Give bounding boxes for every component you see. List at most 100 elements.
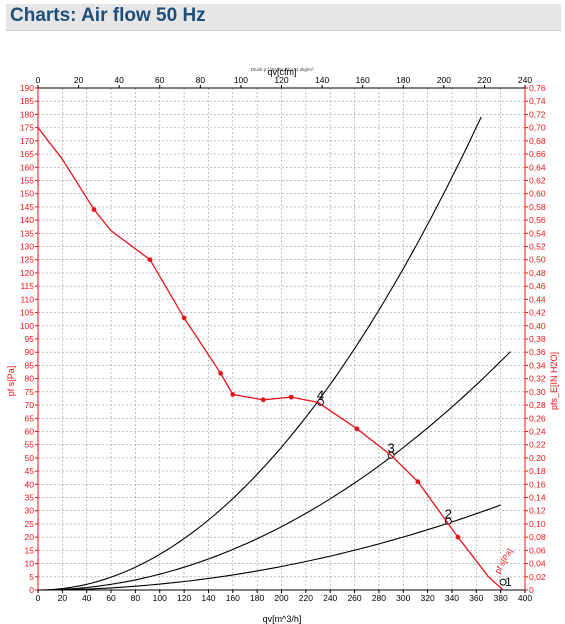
y-right-tick-label: 0,74 (529, 96, 546, 106)
x-top-tick-label: 40 (114, 75, 124, 85)
x-top-tick-label: 60 (155, 75, 165, 85)
y-left-tick-label: 65 (25, 413, 35, 423)
y-right-tick-label: 0,44 (529, 294, 546, 304)
y-left-tick-label: 145 (20, 202, 34, 212)
y-right-tick-label: 0,16 (529, 479, 546, 489)
y-right-tick-label: 0,56 (529, 215, 546, 225)
y-right-tick-label: 0 (529, 585, 534, 595)
plot-area: 0 20 40 60 80 100 120 140 160 180 200 220 240 260 280 3… (20, 75, 546, 603)
air-flow-chart: Druck p f.(Pa)für Rho=1,2kg/m³ qv[cfm] q… (6, 67, 559, 624)
y-right-tick-label: 0,04 (529, 559, 546, 569)
y-right-tick-label: 0,32 (529, 374, 546, 384)
y-right-tick-label: 0,64 (529, 162, 546, 172)
x-top-tick-label: 0 (36, 75, 41, 85)
x-top-tick-label: 240 (518, 75, 532, 85)
fan-curve-marker (91, 207, 97, 212)
y-left-tick-label: 0 (29, 585, 34, 595)
y-right-tick-label: 0,48 (529, 268, 546, 278)
y-left-tick-label: 85 (25, 360, 35, 370)
x-bottom-tick-label: 300 (396, 593, 410, 603)
y-right-tick-label: 0,38 (529, 334, 546, 344)
fan-curve-marker (260, 397, 266, 403)
x-bottom-tick-label: 220 (299, 593, 313, 603)
y-left-tick-label: 160 (20, 162, 34, 172)
x-bottom-label: qv[m^3/h] (263, 614, 302, 624)
x-bottom-tick-label: 160 (226, 593, 240, 603)
fan-curve-marker (181, 315, 187, 321)
y-right-tick-label: 0,46 (529, 281, 546, 291)
y-left-tick-label: 100 (20, 321, 34, 331)
y-left-tick-label: 130 (20, 242, 34, 252)
y-left-tick-label: 95 (25, 334, 35, 344)
y-right-tick-label: 0,30 (529, 387, 546, 397)
x-bottom-tick-label: 400 (518, 593, 532, 603)
y-left-tick-label: 55 (25, 440, 35, 450)
x-bottom-tick-label: 60 (106, 593, 116, 603)
system-curve-3 (38, 351, 511, 591)
system-curve-label-2: 2 (445, 506, 452, 521)
y-right-tick-label: 0,28 (529, 400, 546, 410)
y-right-tick-label: 0,12 (529, 506, 546, 516)
x-bottom-tick-label: 340 (445, 593, 459, 603)
x-bottom-tick-label: 100 (153, 593, 167, 603)
y-right-label: pfs_E[IN H2O] (549, 352, 559, 410)
y-right-tick-label: 0,02 (529, 572, 546, 582)
y-left-tick-label: 125 (20, 255, 34, 265)
y-right-tick-label: 0,22 (529, 440, 546, 450)
system-curve-4 (37, 116, 482, 591)
x-bottom-tick-label: 260 (347, 593, 361, 603)
x-bottom-tick-label: 180 (250, 593, 264, 603)
x-top-tick-label: 140 (315, 75, 329, 85)
y-right-tick-label: 0,60 (529, 189, 546, 199)
chart-note: Druck p f.(Pa)für Rho=1,2kg/m³ (251, 67, 314, 72)
page-title: Charts: Air flow 50 Hz (10, 5, 206, 26)
y-right-tick-label: 0,36 (529, 347, 546, 357)
fan-curve-marker (415, 479, 421, 485)
x-top-label: qv[cfm] (267, 67, 296, 77)
fan-curve-end-label: pf s[Pa] (493, 547, 514, 575)
y-left-tick-label: 75 (25, 387, 35, 397)
fan-curve-marker (354, 426, 360, 432)
y-right-tick-label: 0,40 (529, 321, 546, 331)
x-top-tick-label: 180 (396, 75, 410, 85)
y-right-tick-label: 0,54 (529, 228, 546, 238)
y-right-tick-label: 0,66 (529, 149, 546, 159)
y-right-tick-label: 0,20 (529, 453, 546, 463)
x-bottom-tick-label: 80 (131, 593, 141, 603)
x-bottom-tick-label: 280 (372, 593, 386, 603)
y-left-tick-label: 80 (25, 374, 35, 384)
x-bottom-tick-label: 380 (494, 593, 508, 603)
y-left-tick-label: 135 (20, 228, 34, 238)
y-left-tick-label: 105 (20, 308, 34, 318)
y-right-tick-label: 0,62 (529, 175, 546, 185)
x-bottom-tick-label: 120 (177, 593, 191, 603)
y-right-tick-label: 0,52 (529, 242, 546, 252)
y-left-tick-label: 20 (25, 532, 35, 542)
operating-point-1 (499, 578, 507, 586)
x-top-tick-label: 80 (196, 75, 206, 85)
system-curve-label-1: 1 (505, 575, 512, 589)
y-left-label: pf s[Pa] (6, 366, 16, 397)
x-bottom-tick-label: 140 (201, 593, 215, 603)
y-left-tick-label: 140 (20, 215, 34, 225)
y-left-tick-label: 40 (25, 479, 35, 489)
y-right-tick-label: 0,26 (529, 413, 546, 423)
y-left-tick-label: 190 (20, 83, 34, 93)
y-left-tick-label: 185 (20, 96, 34, 106)
y-left-tick-label: 115 (20, 281, 34, 291)
y-right-tick-label: 0,72 (529, 109, 546, 119)
y-left-tick-label: 50 (25, 453, 35, 463)
y-right-tick-label: 0,70 (529, 123, 546, 133)
x-bottom-tick-label: 20 (58, 593, 68, 603)
system-curve-label-3: 3 (387, 440, 394, 455)
y-left-tick-label: 45 (25, 466, 35, 476)
x-top-tick-label: 120 (274, 75, 288, 85)
header-bar: Charts: Air flow 50 Hz (6, 4, 561, 31)
y-right-tick-label: 0,34 (529, 360, 546, 370)
y-right-tick-label: 0,08 (529, 532, 546, 542)
x-top-tick-label: 100 (234, 75, 248, 85)
y-right-tick-label: 0,18 (529, 466, 546, 476)
y-right-tick-label: 0,14 (529, 493, 546, 503)
x-bottom-tick-label: 240 (323, 593, 337, 603)
y-left-tick-label: 10 (25, 559, 35, 569)
